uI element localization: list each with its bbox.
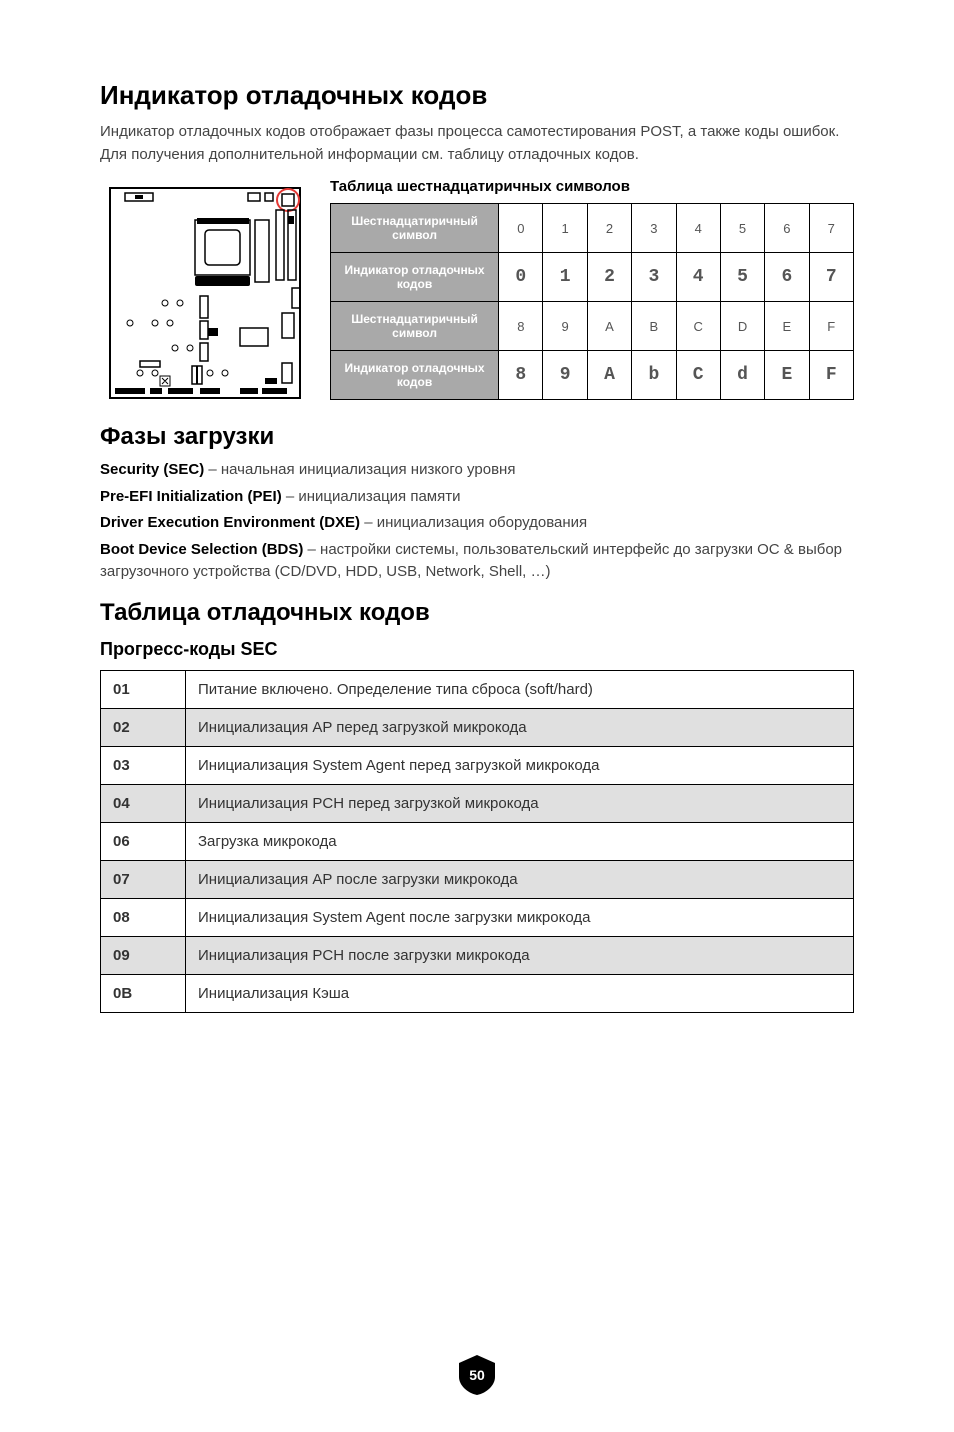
hex-cell: 0 bbox=[499, 204, 543, 253]
hex-cell: 8 bbox=[499, 302, 543, 351]
hex-cell: C bbox=[676, 351, 720, 400]
hex-cell: 7 bbox=[809, 253, 853, 302]
sec-code-cell: 03 bbox=[101, 746, 186, 784]
sec-codes-title: Прогресс-коды SEC bbox=[100, 639, 854, 660]
main-title: Индикатор отладочных кодов bbox=[100, 80, 854, 111]
phase-bold: Boot Device Selection (BDS) bbox=[100, 541, 303, 558]
hex-cell: 6 bbox=[765, 204, 809, 253]
hex-table: Шестнадцатиричный символ 0 1 2 3 4 5 6 7… bbox=[330, 203, 854, 400]
hex-cell: 5 bbox=[720, 204, 764, 253]
sec-desc-cell: Инициализация PCH после загрузки микроко… bbox=[186, 936, 854, 974]
sec-table-row: 09Инициализация PCH после загрузки микро… bbox=[101, 936, 854, 974]
hex-cell: 9 bbox=[543, 302, 587, 351]
hex-cell: 0 bbox=[499, 253, 543, 302]
hex-cell: 4 bbox=[676, 204, 720, 253]
sec-desc-cell: Загрузка микрокода bbox=[186, 822, 854, 860]
sec-code-cell: 0B bbox=[101, 974, 186, 1012]
hex-row-1: Шестнадцатиричный символ 0 1 2 3 4 5 6 7 bbox=[331, 204, 854, 253]
sec-code-cell: 09 bbox=[101, 936, 186, 974]
sec-table-row: 08Инициализация System Agent после загру… bbox=[101, 898, 854, 936]
hex-cell: 6 bbox=[765, 253, 809, 302]
hex-cell: d bbox=[720, 351, 764, 400]
hex-cell: A bbox=[587, 302, 631, 351]
hex-cell: 1 bbox=[543, 204, 587, 253]
sec-codes-table: 01Питание включено. Определение типа сбр… bbox=[100, 670, 854, 1013]
sec-table-row: 03Инициализация System Agent перед загру… bbox=[101, 746, 854, 784]
hex-cell: 4 bbox=[676, 253, 720, 302]
sec-table-row: 07Инициализация AP после загрузки микрок… bbox=[101, 860, 854, 898]
phase-item: Pre-EFI Initialization (PEI) – инициализ… bbox=[100, 486, 854, 509]
sec-desc-cell: Инициализация PCH перед загрузкой микрок… bbox=[186, 784, 854, 822]
sec-desc-cell: Инициализация System Agent после загрузк… bbox=[186, 898, 854, 936]
hex-cell: C bbox=[676, 302, 720, 351]
hex-cell: 5 bbox=[720, 253, 764, 302]
hex-row2-label: Индикатор отладочных кодов bbox=[331, 253, 499, 302]
hex-cell: 8 bbox=[499, 351, 543, 400]
hex-row-2: Индикатор отладочных кодов 0 1 2 3 4 5 6… bbox=[331, 253, 854, 302]
phase-bold: Security (SEC) bbox=[100, 461, 204, 478]
sec-code-cell: 01 bbox=[101, 670, 186, 708]
phase-text: – инициализация оборудования bbox=[360, 514, 587, 531]
svg-text:50: 50 bbox=[469, 1367, 485, 1383]
sec-table-row: 04Инициализация PCH перед загрузкой микр… bbox=[101, 784, 854, 822]
codes-title: Таблица отладочных кодов bbox=[100, 599, 854, 627]
phases-title: Фазы загрузки bbox=[100, 423, 854, 451]
sec-table-row: 01Питание включено. Определение типа сбр… bbox=[101, 670, 854, 708]
hex-row4-label: Индикатор отладочных кодов bbox=[331, 351, 499, 400]
sec-code-cell: 07 bbox=[101, 860, 186, 898]
phase-item: Driver Execution Environment (DXE) – ини… bbox=[100, 512, 854, 535]
hex-cell: 3 bbox=[632, 253, 676, 302]
page-container: Индикатор отладочных кодов Индикатор отл… bbox=[0, 0, 954, 1432]
hex-cell: F bbox=[809, 302, 853, 351]
sec-table-row: 0BИнициализация Кэша bbox=[101, 974, 854, 1012]
hex-cell: B bbox=[632, 302, 676, 351]
hex-row3-label: Шестнадцатиричный символ bbox=[331, 302, 499, 351]
sec-desc-cell: Инициализация Кэша bbox=[186, 974, 854, 1012]
hex-cell: F bbox=[809, 351, 853, 400]
hex-cell: A bbox=[587, 351, 631, 400]
hex-cell: E bbox=[765, 351, 809, 400]
page-number-badge: 50 bbox=[455, 1353, 499, 1402]
hex-cell: 9 bbox=[543, 351, 587, 400]
sec-code-cell: 02 bbox=[101, 708, 186, 746]
phase-bold: Pre-EFI Initialization (PEI) bbox=[100, 488, 282, 505]
sec-desc-cell: Инициализация AP перед загрузкой микроко… bbox=[186, 708, 854, 746]
sec-desc-cell: Инициализация System Agent перед загрузк… bbox=[186, 746, 854, 784]
intro-text: Индикатор отладочных кодов отображает фа… bbox=[100, 121, 854, 166]
phase-text: – инициализация памяти bbox=[282, 488, 461, 505]
hex-row1-label: Шестнадцатиричный символ bbox=[331, 204, 499, 253]
hex-row-4: Индикатор отладочных кодов 8 9 A b C d E… bbox=[331, 351, 854, 400]
hex-cell: b bbox=[632, 351, 676, 400]
phase-bold: Driver Execution Environment (DXE) bbox=[100, 514, 360, 531]
hex-row-3: Шестнадцатиричный символ 8 9 A B C D E F bbox=[331, 302, 854, 351]
sec-code-cell: 06 bbox=[101, 822, 186, 860]
phase-item: Security (SEC) – начальная инициализация… bbox=[100, 459, 854, 482]
hex-cell: 1 bbox=[543, 253, 587, 302]
sec-code-cell: 04 bbox=[101, 784, 186, 822]
phase-text: – начальная инициализация низкого уровня bbox=[204, 461, 515, 478]
hex-table-container: Таблица шестнадцатиричных символов Шестн… bbox=[330, 178, 854, 400]
hex-cell: 2 bbox=[587, 204, 631, 253]
sec-table-row: 06Загрузка микрокода bbox=[101, 822, 854, 860]
motherboard-diagram bbox=[100, 178, 310, 408]
hex-cell: 2 bbox=[587, 253, 631, 302]
sec-desc-cell: Инициализация AP после загрузки микрокод… bbox=[186, 860, 854, 898]
sec-code-cell: 08 bbox=[101, 898, 186, 936]
diagram-hex-row: Таблица шестнадцатиричных символов Шестн… bbox=[100, 178, 854, 408]
hex-table-title: Таблица шестнадцатиричных символов bbox=[330, 178, 854, 195]
hex-cell: 3 bbox=[632, 204, 676, 253]
sec-desc-cell: Питание включено. Определение типа сброс… bbox=[186, 670, 854, 708]
phase-item: Boot Device Selection (BDS) – настройки … bbox=[100, 539, 854, 584]
hex-cell: 7 bbox=[809, 204, 853, 253]
phases-list: Security (SEC) – начальная инициализация… bbox=[100, 459, 854, 584]
hex-cell: E bbox=[765, 302, 809, 351]
hex-cell: D bbox=[720, 302, 764, 351]
sec-table-row: 02Инициализация AP перед загрузкой микро… bbox=[101, 708, 854, 746]
